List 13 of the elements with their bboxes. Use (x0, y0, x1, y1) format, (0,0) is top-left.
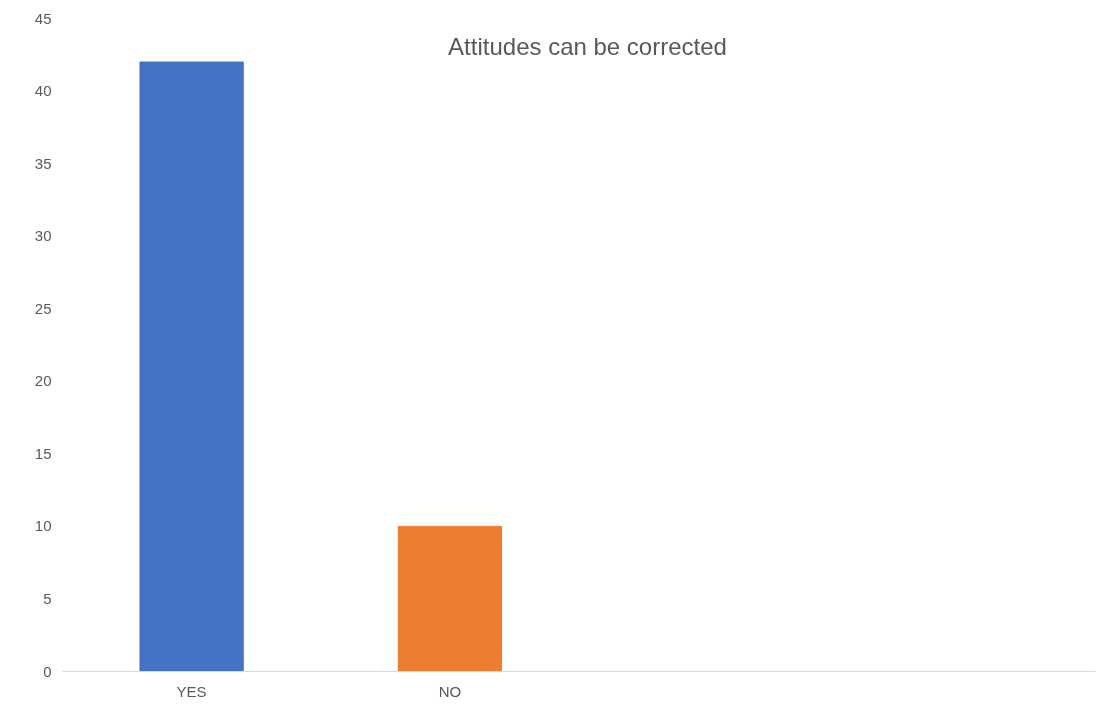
y-tick-label: 40 (34, 82, 52, 100)
text: Attitudes can be corrected (448, 32, 727, 60)
y-tick-label: 5 (43, 589, 52, 607)
y-tick-label: 30 (34, 227, 52, 245)
y-tick-label: 25 (34, 299, 52, 317)
y-tick-label: 10 (34, 517, 52, 535)
y-tick-label: 0 (43, 662, 52, 680)
y-tick-label: 35 (34, 154, 52, 172)
y-tick-label: 15 (34, 444, 52, 462)
x-tick-label: NO (438, 682, 462, 700)
x-tick-label: YES (176, 682, 207, 700)
y-tick-label: 20 (34, 372, 52, 390)
y-tick-label: 45 (34, 9, 52, 27)
